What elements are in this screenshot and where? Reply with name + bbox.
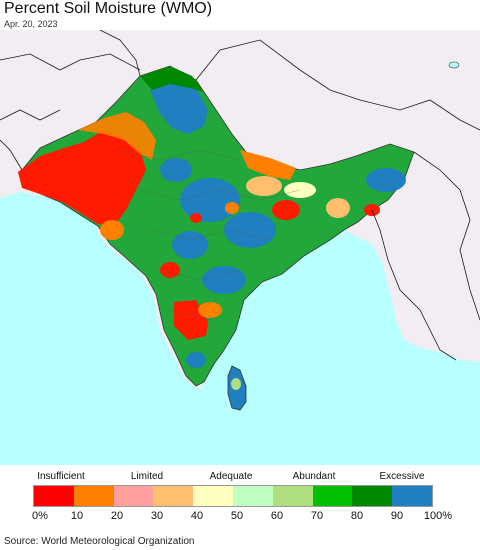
legend-swatch-9 [392,486,432,506]
central-wet-blob-5 [160,158,192,182]
legend-tick: 50 [230,510,244,522]
legend-swatch-2 [113,486,154,506]
legend-tick: 80 [350,510,364,522]
bay-upper [340,228,480,402]
legend-swatch-0 [34,486,74,506]
legend-swatch-6 [272,486,313,506]
legend-tick: 70 [310,510,324,522]
legend-category-limited: Limited [130,471,164,482]
legend-swatch-7 [312,486,353,506]
south-orange-blob [198,302,222,318]
map-date: Apr. 20, 2023 [4,19,58,29]
pakistan-orange-band [78,112,156,160]
central-dry-blob-4 [225,202,239,214]
legend-swatch-8 [352,486,393,506]
map-canvas [0,30,480,465]
legend-category-abundant: Abundant [292,471,336,482]
legend: Insufficient Limited Adequate Abundant E… [0,465,480,535]
legend-swatch-4 [193,486,233,506]
northeast-orange [240,150,296,180]
source-credit: Source: World Meteorological Organizatio… [4,536,195,547]
legend-tick: 10 [70,510,84,522]
legend-tick: 30 [150,510,164,522]
north-wet-region [150,80,208,134]
legend-color-bar [33,485,433,507]
country-boundaries [0,30,480,321]
legend-tick: 100% [423,510,453,522]
central-wet-blob-3 [172,231,208,259]
soil-moisture-map [0,30,480,465]
northeast-wet-blob [366,168,406,192]
central-dry-blob-2 [272,200,300,220]
small-island [448,61,460,69]
central-wet-blob-4 [202,266,246,294]
legend-tick: 20 [110,510,124,522]
legend-tick: 0% [32,510,48,522]
legend-category-excessive: Excessive [379,471,425,482]
legend-swatch-3 [153,486,194,506]
ocean [0,192,480,465]
south-wet-blob [186,352,206,368]
map-title: Percent Soil Moisture (WMO) [4,0,213,17]
central-wet-blob-2 [224,212,276,248]
central-wet-blob-1 [180,178,240,222]
legend-category-insufficient: Insufficient [37,471,85,482]
bangladesh-blob [326,198,350,218]
myanmar-outline [371,209,457,361]
central-dry-blob-1 [160,262,180,278]
pakistan-dry-region [18,130,146,226]
legend-category-adequate: Adequate [209,471,253,482]
legend-swatch-5 [232,486,273,506]
legend-swatch-1 [73,486,114,506]
central-limited-blob [246,176,282,196]
north-green-band [140,66,204,92]
gujarat-dry-blob [100,220,124,240]
central-dry-blob-3 [190,213,202,223]
legend-tick: 90 [390,510,404,522]
legend-tick: 40 [190,510,204,522]
state-boundaries [119,149,301,321]
legend-tick: 60 [270,510,284,522]
sri-lanka-dry-blob [231,378,241,390]
